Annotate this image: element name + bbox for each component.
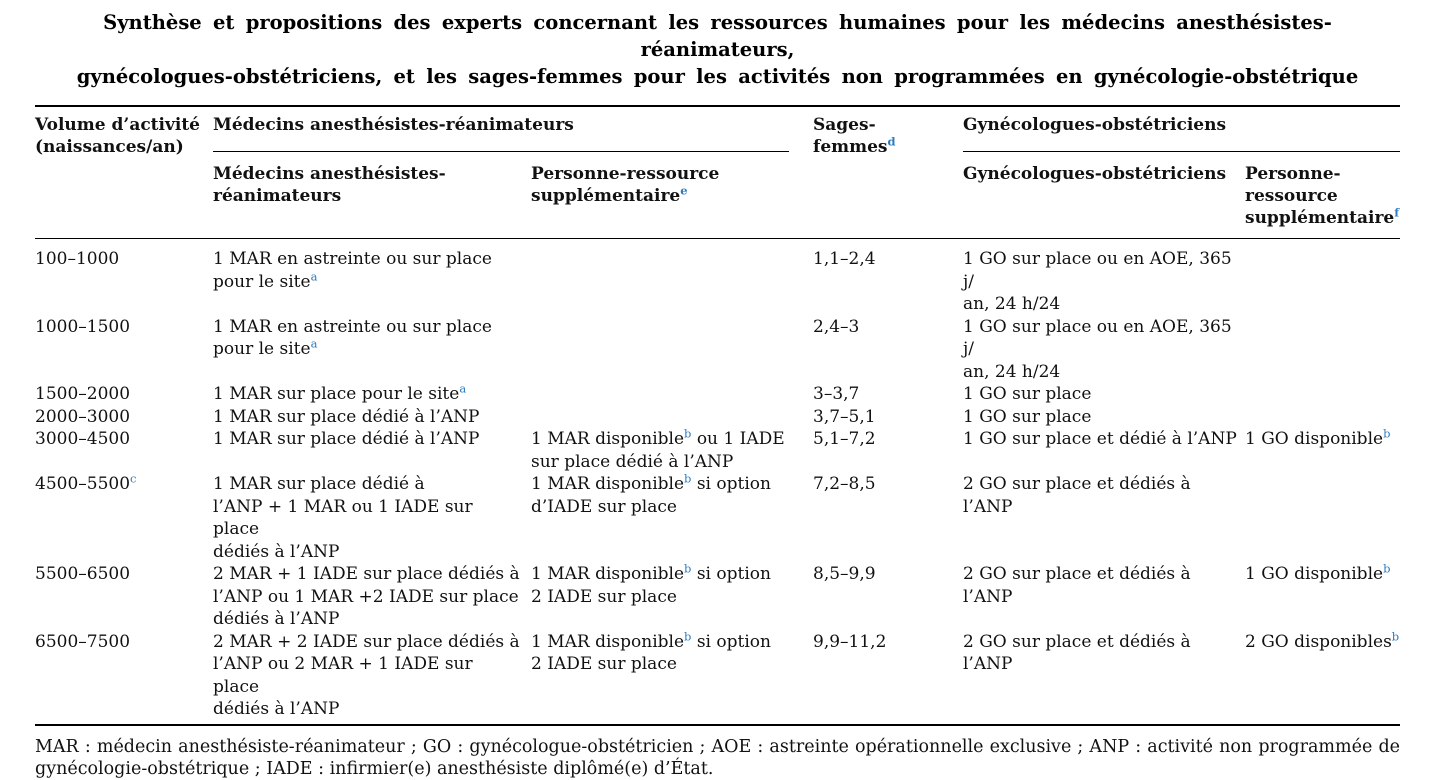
header-sages-femmes: Sages-femmesd [813, 106, 963, 239]
table-cell [1245, 473, 1400, 563]
table-row: 4500–5500c 1 MAR sur place dédié à l’ANP +… [35, 473, 1400, 563]
table-cell: 1 MAR disponibleb si option 2 IADE sur pl… [531, 561, 771, 607]
table-cell: 3000–4500 [35, 429, 131, 449]
table-cell [1245, 239, 1400, 316]
table-cell: 2 GO sur place et dédiés à l’ANP [963, 564, 1191, 607]
table-cell: 1500–2000 [35, 384, 131, 404]
header-sub-row: Médecins anesthésistes-réanimateurs Pers… [35, 152, 1401, 239]
table-cell: 1 MAR disponibleb si option d’IADE sur pl… [531, 471, 771, 517]
table-body: 100–1000 1 MAR en astreinte ou sur place p… [35, 239, 1400, 725]
table-wrapper: Volume d’activité (naissances/an) Médecin… [35, 105, 1401, 726]
table-cell: 1 GO sur place ou en AOE, 365 j/an, 24 h… [963, 249, 1232, 314]
table-cell: 1000–1500 [35, 316, 131, 337]
table-cell: 1 GO disponibleb [1245, 426, 1391, 449]
table-cell: 1 MAR en astreinte ou sur place pour le s… [213, 249, 492, 292]
table-footnote: MAR : médecin anesthésiste-réanimateur ;… [35, 736, 1400, 779]
table-cell: 1 GO sur place ou en AOE, 365 j/an, 24 h… [963, 316, 1232, 382]
table-cell: 1 GO disponibleb [1245, 561, 1391, 584]
table-cell [531, 406, 813, 429]
header-group-mar: Médecins anesthésistes-réanimateurs [213, 106, 813, 152]
table-cell [1245, 383, 1400, 406]
table-cell: 1 GO sur place [963, 384, 1092, 404]
table-header: Volume d’activité (naissances/an) Médecin… [35, 106, 1401, 239]
table-cell: 1 MAR disponibleb ou 1 IADE sur place déd… [531, 426, 785, 472]
table-row: 3000–4500 1 MAR sur place dédié à l’ANP 1 … [35, 428, 1400, 473]
table-cell: 3–3,7 [813, 384, 860, 404]
table-cell: 1 GO sur place et dédié à l’ANP [963, 429, 1237, 449]
header-sub-mar: Médecins anesthésistes-réanimateurs [213, 152, 531, 239]
table-cell: 2000–3000 [35, 406, 131, 427]
table-title: Synthèse et propositions des experts con… [76, 11, 1359, 88]
header-group-go-label: Gynécologues-obstétriciens [963, 114, 1401, 152]
table-cell: 5500–6500 [35, 564, 131, 584]
table-cell: 9,9–11,2 [813, 631, 887, 652]
table-cell: 2,4–3 [813, 316, 860, 337]
table-cell [1245, 316, 1400, 384]
table-cell [531, 383, 813, 406]
header-group-row: Volume d’activité (naissances/an) Médecin… [35, 106, 1401, 239]
table-cell: 3,7–5,1 [813, 406, 876, 427]
table-row: 1500–2000 1 MAR sur place pour le sitea 3–… [35, 383, 1400, 406]
table-cell [531, 316, 813, 384]
header-sub-personne-ressource-mar: Personne-ressource supplémentairee [531, 152, 813, 239]
table-row: 6500–7500 2 MAR + 2 IADE sur place dédiés… [35, 628, 1400, 725]
table-cell: 2 GO disponiblesb [1245, 628, 1400, 652]
table-cell: 1 MAR sur place pour le sitea [213, 381, 467, 404]
table-cell: 1 GO sur place [963, 406, 1092, 427]
table-cell: 2 MAR + 2 IADE sur place dédiés à l’ANP o… [213, 631, 520, 720]
table-cell: 1 MAR disponibleb si option 2 IADE sur pl… [531, 628, 771, 674]
table-row: 100–1000 1 MAR en astreinte ou sur place p… [35, 239, 1400, 316]
table-cell [1245, 406, 1400, 429]
table-cell: 4500–5500c [35, 471, 137, 494]
table-cell: 2 MAR + 1 IADE sur place dédiés à l’ANP o… [213, 564, 520, 629]
table-cell: 1 MAR en astreinte ou sur place pour le s… [213, 316, 492, 360]
table-cell [531, 239, 813, 316]
header-group-mar-label: Médecins anesthésistes-réanimateurs [213, 114, 789, 152]
table-cell: 8,5–9,9 [813, 564, 876, 584]
header-volume-activite: Volume d’activité (naissances/an) [35, 106, 213, 239]
table-cell: 7,2–8,5 [813, 474, 876, 494]
data-table: Volume d’activité (naissances/an) Médecin… [35, 105, 1401, 726]
table-cell: 100–1000 [35, 249, 120, 269]
table-cell: 6500–7500 [35, 631, 131, 652]
table-cell: 1 MAR sur place dédié à l’ANP [213, 429, 480, 449]
table-row: 2000–3000 1 MAR sur place dédié à l’ANP 3,… [35, 406, 1400, 429]
header-sub-go: Gynécologues-obstétriciens [963, 152, 1245, 239]
header-sub-personne-ressource-go: Personne-ressource supplémentairef [1245, 152, 1401, 239]
table-cell: 1,1–2,4 [813, 249, 876, 269]
header-group-go: Gynécologues-obstétriciens [963, 106, 1401, 152]
table-cell: 5,1–7,2 [813, 429, 876, 449]
table-row: 1000–1500 1 MAR en astreinte ou sur place… [35, 316, 1400, 384]
table-cell: 2 GO sur place et dédiés à l’ANP [963, 631, 1191, 675]
table-row: 5500–6500 2 MAR + 1 IADE sur place dédiés… [35, 563, 1400, 631]
table-cell: 1 MAR sur place dédié à l’ANP + 1 MAR ou … [213, 474, 473, 562]
table-cell: 2 GO sur place et dédiés à l’ANP [963, 474, 1191, 517]
table-cell: 1 MAR sur place dédié à l’ANP [213, 406, 480, 427]
